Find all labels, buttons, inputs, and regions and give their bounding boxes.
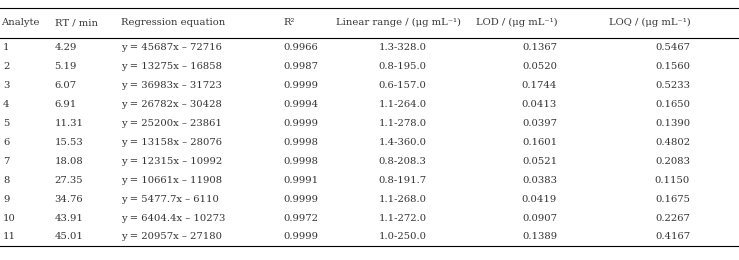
Text: 0.9999: 0.9999 — [284, 232, 319, 242]
Text: 6.91: 6.91 — [55, 100, 77, 109]
Text: 0.9972: 0.9972 — [284, 213, 319, 223]
Text: 6.07: 6.07 — [55, 81, 77, 90]
Text: 1.1-268.0: 1.1-268.0 — [379, 194, 426, 204]
Text: 0.9999: 0.9999 — [284, 81, 319, 90]
Text: 1: 1 — [3, 43, 10, 52]
Text: y = 13275x – 16858: y = 13275x – 16858 — [121, 62, 222, 71]
Text: y = 20957x – 27180: y = 20957x – 27180 — [121, 232, 222, 242]
Text: 0.0397: 0.0397 — [522, 119, 557, 128]
Text: 27.35: 27.35 — [55, 176, 84, 185]
Text: 7: 7 — [3, 157, 10, 166]
Text: 0.1389: 0.1389 — [522, 232, 557, 242]
Text: 0.1367: 0.1367 — [522, 43, 557, 52]
Text: 0.8-191.7: 0.8-191.7 — [378, 176, 427, 185]
Text: 0.0520: 0.0520 — [522, 62, 557, 71]
Text: 5.19: 5.19 — [55, 62, 77, 71]
Text: 34.76: 34.76 — [55, 194, 84, 204]
Text: 18.08: 18.08 — [55, 157, 84, 166]
Text: 0.1650: 0.1650 — [655, 100, 690, 109]
Text: y = 12315x – 10992: y = 12315x – 10992 — [121, 157, 222, 166]
Text: 0.9999: 0.9999 — [284, 119, 319, 128]
Text: 0.1744: 0.1744 — [522, 81, 557, 90]
Text: 0.9987: 0.9987 — [284, 62, 319, 71]
Text: 0.1601: 0.1601 — [522, 138, 557, 147]
Text: 6: 6 — [3, 138, 9, 147]
Text: 43.91: 43.91 — [55, 213, 84, 223]
Text: R²: R² — [284, 18, 296, 27]
Text: 0.0419: 0.0419 — [522, 194, 557, 204]
Text: 5: 5 — [3, 119, 10, 128]
Text: y = 36983x – 31723: y = 36983x – 31723 — [121, 81, 222, 90]
Text: 0.5233: 0.5233 — [655, 81, 690, 90]
Text: 0.1390: 0.1390 — [655, 119, 690, 128]
Text: 11: 11 — [3, 232, 16, 242]
Text: 0.0383: 0.0383 — [522, 176, 557, 185]
Text: Analyte: Analyte — [1, 18, 40, 27]
Text: 0.0521: 0.0521 — [522, 157, 557, 166]
Text: 0.9999: 0.9999 — [284, 194, 319, 204]
Text: 3: 3 — [3, 81, 10, 90]
Text: Linear range / (μg mL⁻¹): Linear range / (μg mL⁻¹) — [336, 18, 460, 27]
Text: 0.2083: 0.2083 — [655, 157, 690, 166]
Text: 0.9998: 0.9998 — [284, 138, 319, 147]
Text: 0.6-157.0: 0.6-157.0 — [379, 81, 426, 90]
Text: 0.8-195.0: 0.8-195.0 — [379, 62, 426, 71]
Text: 0.4802: 0.4802 — [655, 138, 690, 147]
Text: Regression equation: Regression equation — [121, 18, 225, 27]
Text: 0.0413: 0.0413 — [522, 100, 557, 109]
Text: 2: 2 — [3, 62, 10, 71]
Text: 0.1560: 0.1560 — [655, 62, 690, 71]
Text: 0.9998: 0.9998 — [284, 157, 319, 166]
Text: y = 45687x – 72716: y = 45687x – 72716 — [121, 43, 222, 52]
Text: y = 25200x – 23861: y = 25200x – 23861 — [121, 119, 222, 128]
Text: 8: 8 — [3, 176, 10, 185]
Text: 0.9966: 0.9966 — [284, 43, 319, 52]
Text: LOQ / (μg mL⁻¹): LOQ / (μg mL⁻¹) — [609, 18, 691, 27]
Text: 0.1675: 0.1675 — [655, 194, 690, 204]
Text: 1.3-328.0: 1.3-328.0 — [379, 43, 426, 52]
Text: 9: 9 — [3, 194, 10, 204]
Text: 0.5467: 0.5467 — [655, 43, 690, 52]
Text: 0.9994: 0.9994 — [284, 100, 319, 109]
Text: y = 5477.7x – 6110: y = 5477.7x – 6110 — [121, 194, 219, 204]
Text: 4: 4 — [3, 100, 10, 109]
Text: 4.29: 4.29 — [55, 43, 77, 52]
Text: y = 13158x – 28076: y = 13158x – 28076 — [121, 138, 222, 147]
Text: y = 26782x – 30428: y = 26782x – 30428 — [121, 100, 222, 109]
Text: 11.31: 11.31 — [55, 119, 84, 128]
Text: 0.2267: 0.2267 — [655, 213, 690, 223]
Text: 0.8-208.3: 0.8-208.3 — [379, 157, 426, 166]
Text: RT / min: RT / min — [55, 18, 98, 27]
Text: LOD / (μg mL⁻¹): LOD / (μg mL⁻¹) — [476, 18, 557, 27]
Text: y = 6404.4x – 10273: y = 6404.4x – 10273 — [121, 213, 225, 223]
Text: 1.0-250.0: 1.0-250.0 — [379, 232, 426, 242]
Text: 0.1150: 0.1150 — [655, 176, 690, 185]
Text: 1.1-272.0: 1.1-272.0 — [378, 213, 427, 223]
Text: 0.9991: 0.9991 — [284, 176, 319, 185]
Text: 1.1-264.0: 1.1-264.0 — [378, 100, 427, 109]
Text: y = 10661x – 11908: y = 10661x – 11908 — [121, 176, 222, 185]
Text: 0.0907: 0.0907 — [522, 213, 557, 223]
Text: 10: 10 — [3, 213, 16, 223]
Text: 1.4-360.0: 1.4-360.0 — [379, 138, 426, 147]
Text: 15.53: 15.53 — [55, 138, 84, 147]
Text: 0.4167: 0.4167 — [655, 232, 690, 242]
Text: 1.1-278.0: 1.1-278.0 — [378, 119, 427, 128]
Text: 45.01: 45.01 — [55, 232, 84, 242]
